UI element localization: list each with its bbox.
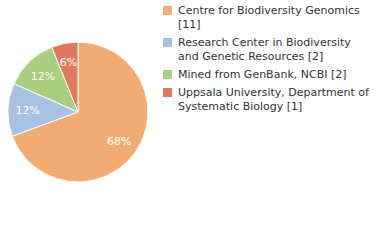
pie: 68% 12% 12% 6% xyxy=(8,42,148,182)
pie-slice xyxy=(52,42,78,112)
legend-swatch xyxy=(163,6,172,15)
legend-label: Mined from GenBank, NCBI [2] xyxy=(178,68,347,81)
legend-swatch xyxy=(163,88,172,97)
legend-label: Uppsala University, Department ofSystema… xyxy=(178,86,370,113)
legend-swatch xyxy=(163,38,172,47)
data-label: 6% xyxy=(60,56,77,69)
pie-slice xyxy=(12,42,148,182)
legend-label: Centre for Biodiversity Genomics[11] xyxy=(178,4,360,31)
legend: Centre for Biodiversity Genomics[11] Rese… xyxy=(163,4,370,113)
chart: 68% 12% 12% 6% Centre for Biodiversity Genom… xyxy=(0,0,380,240)
chart-container: 68% 12% 12% 6% Centre for Biodiversity Genom… xyxy=(0,0,380,240)
data-label: 12% xyxy=(31,70,55,83)
data-label: 12% xyxy=(15,104,39,117)
legend-swatch xyxy=(163,70,172,79)
legend-label: Research Center in Biodiversityand Genet… xyxy=(178,36,351,63)
data-label: 68% xyxy=(107,135,131,148)
